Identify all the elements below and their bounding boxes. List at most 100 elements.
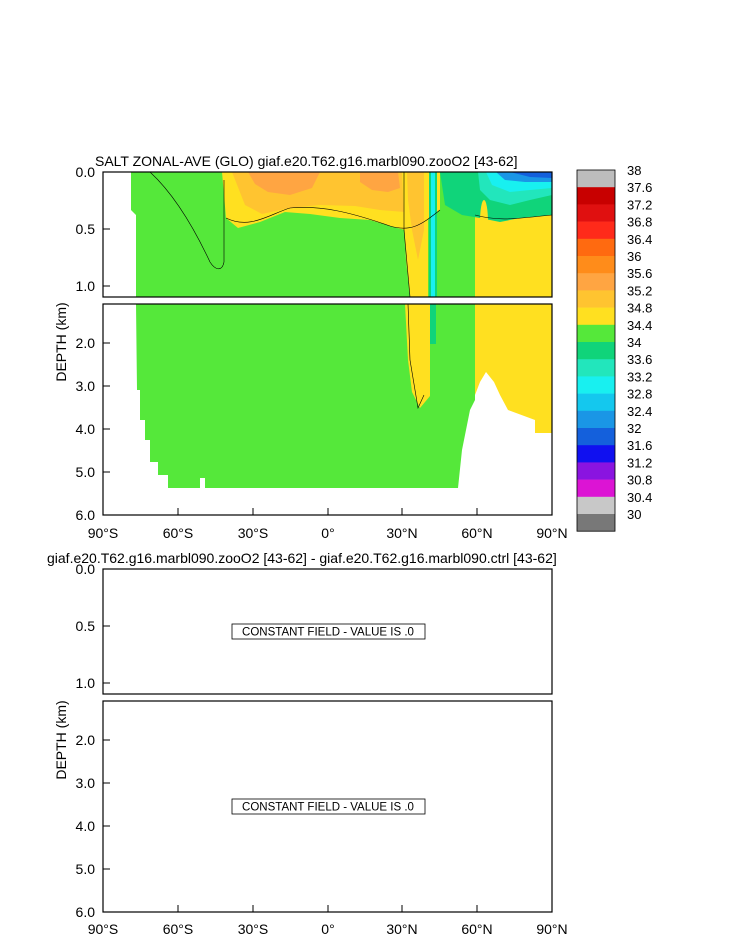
colorbar-level-label: 30	[627, 507, 641, 522]
field-north-atl-35p6	[360, 172, 400, 192]
x-tick-label: 0°	[321, 921, 334, 937]
field-subtropical-contour	[225, 207, 441, 229]
colorbar-swatch	[577, 479, 615, 498]
colorbar-level-label: 33.2	[627, 369, 652, 384]
chart-2-lower-yticks: 2.0 3.0 4.0 5.0 6.0	[76, 732, 110, 920]
colorbar-swatch	[577, 462, 615, 480]
x-tick-label: 30°N	[386, 921, 417, 937]
chart-1-lower-field	[136, 304, 552, 488]
colorbar: 38 37.6 37.2 36.8 36.4 36 35.6 35.2 34.8 34.4 34 33…	[576, 163, 652, 532]
chart-2-lower-panel: CONSTANT FIELD - VALUE IS .0 2.0 3.0 4.0…	[76, 700, 568, 937]
y-tick-label: 1.0	[76, 675, 96, 691]
chart-2-xticks: 90°S 60°S 30°S 0° 30°N 60°N 90°N	[88, 905, 568, 937]
colorbar-swatch	[577, 256, 615, 274]
colorbar-level-label: 36.8	[627, 215, 652, 230]
colorbar-level-label: 36	[627, 249, 641, 264]
colorbar-swatch	[577, 359, 615, 377]
field-north-deep-contour	[407, 304, 425, 410]
colorbar-swatch	[577, 514, 615, 532]
colorbar-level-label: 36.4	[627, 232, 652, 247]
colorbar-swatch	[577, 324, 615, 343]
colorbar-swatch	[577, 307, 615, 326]
colorbar-level-label: 32.8	[627, 387, 652, 402]
y-tick-label: 6.0	[76, 507, 96, 523]
field-32-arctic-surface	[510, 172, 552, 178]
field-channel-deep	[430, 304, 436, 344]
field-34p4-deep	[136, 304, 475, 488]
colorbar-frame	[576, 169, 616, 532]
chart-2-upper-frame	[102, 568, 553, 695]
y-tick-label: 0.0	[76, 561, 96, 577]
y-tick-label: 0.5	[76, 618, 96, 634]
colorbar-level-label: 35.6	[627, 266, 652, 281]
field-north-atlantic-tongue-35p2	[407, 172, 424, 260]
colorbar-level-label: 32.4	[627, 404, 652, 419]
colorbar-level-label: 30.8	[627, 473, 652, 488]
chart-2-ylabel: DEPTH (km)	[53, 700, 69, 779]
x-tick-label: 60°N	[461, 921, 492, 937]
y-tick-label: 0.5	[76, 221, 96, 237]
x-tick-label: 90°S	[88, 525, 119, 541]
field-subtropical-35p6	[248, 172, 320, 195]
field-34p8-arctic-deep	[475, 304, 552, 433]
chart-1-lower-panel: 2.0 3.0 4.0 5.0 6.0 90°S 60°S 30°S 0° 30…	[76, 303, 568, 541]
field-arctic-contour	[474, 214, 552, 220]
colorbar-level-label: 35.2	[627, 283, 652, 298]
colorbar-level-label: 33.6	[627, 352, 652, 367]
x-tick-label: 30°S	[238, 525, 269, 541]
colorbar-swatch	[577, 204, 615, 222]
chart-2-lower-annotation: CONSTANT FIELD - VALUE IS .0	[242, 802, 414, 814]
colorbar-swatch	[577, 445, 615, 463]
colorbar-level-label: 37.2	[627, 197, 652, 212]
x-tick-label: 30°S	[238, 921, 269, 937]
x-tick-label: 60°S	[163, 921, 194, 937]
colorbar-swatch	[577, 187, 615, 205]
chart-2-title: giaf.e20.T62.g16.marbl090.zooO2 [43-62] …	[47, 550, 557, 566]
chart-2-upper-annotation: CONSTANT FIELD - VALUE IS .0	[242, 627, 414, 639]
colorbar-swatch	[577, 238, 615, 257]
y-tick-label: 6.0	[76, 904, 96, 920]
field-tongue-contour	[403, 172, 411, 297]
chart-1-xticks: 90°S 60°S 30°S 0° 30°N 60°N 90°N	[88, 508, 568, 541]
field-north-atlantic-deep	[405, 304, 430, 408]
y-tick-label: 5.0	[76, 464, 96, 480]
chart-2-upper-yticks: 0.0 0.5 1.0	[76, 561, 110, 691]
field-channel-inner	[431, 172, 435, 297]
chart-1-lower-yticks: 2.0 3.0 4.0 5.0 6.0	[76, 335, 110, 523]
colorbar-level-label: 34	[627, 335, 641, 350]
y-tick-label: 1.0	[76, 278, 96, 294]
x-tick-label: 60°N	[461, 525, 492, 541]
colorbar-swatch	[577, 496, 615, 515]
x-tick-label: 60°S	[163, 525, 194, 541]
x-tick-label: 90°N	[536, 921, 567, 937]
x-tick-label: 0°	[321, 525, 334, 541]
colorbar-level-label: 31.6	[627, 438, 652, 453]
colorbar-swatch	[577, 290, 615, 308]
salt-zonal-average-chart: SALT ZONAL-AVE (GLO) giaf.e20.T62.g16.ma…	[53, 153, 652, 541]
colorbar-level-label: 38	[627, 163, 641, 178]
field-arctic-lens	[480, 200, 488, 244]
colorbar-swatch	[577, 273, 615, 291]
chart-1-upper-yticks: 0.0 0.5 1.0	[76, 164, 110, 294]
chart-2-lower-annotation-box	[231, 798, 426, 815]
chart-2-upper-panel: CONSTANT FIELD - VALUE IS .0 0.0 0.5 1.0	[76, 561, 553, 695]
y-tick-label: 2.0	[76, 335, 96, 351]
chart-2-upper-annotation-box	[231, 623, 426, 640]
colorbar-level-label: 34.4	[627, 318, 652, 333]
colorbar-swatch	[577, 170, 615, 188]
x-tick-label: 90°S	[88, 921, 119, 937]
colorbar-level-label: 31.2	[627, 455, 652, 470]
chart-1-ylabel: DEPTH (km)	[53, 302, 69, 381]
colorbar-swatch	[577, 410, 615, 429]
colorbar-swatch	[577, 428, 615, 446]
chart-1-title: SALT ZONAL-AVE (GLO) giaf.e20.T62.g16.ma…	[95, 153, 518, 169]
colorbar-level-label: 37.6	[627, 180, 652, 195]
difference-chart: giaf.e20.T62.g16.marbl090.zooO2 [43-62] …	[47, 550, 568, 937]
y-tick-label: 2.0	[76, 732, 96, 748]
colorbar-swatch	[577, 221, 615, 240]
y-tick-label: 4.0	[76, 421, 96, 437]
field-southern-front	[149, 172, 225, 270]
y-tick-label: 3.0	[76, 775, 96, 791]
colorbar-level-label: 34.8	[627, 301, 652, 316]
